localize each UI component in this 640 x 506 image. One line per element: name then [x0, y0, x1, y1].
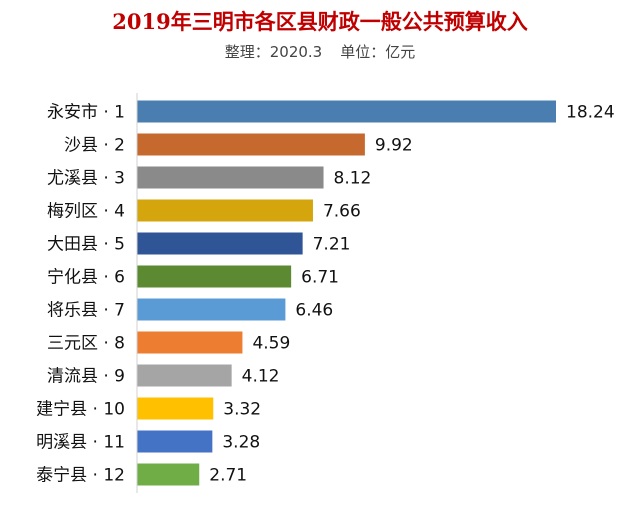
category-label: 沙县 · 2 [64, 136, 125, 156]
value-label: 9.92 [375, 136, 413, 156]
chart-title: 2019年三明市各区县财政一般公共预算收入 [112, 9, 528, 34]
category-label: 尤溪县 · 3 [47, 169, 125, 189]
category-label: 将乐县 · 7 [47, 301, 125, 321]
bar-12 [137, 463, 200, 486]
bar-10 [137, 397, 214, 420]
category-label: 梅列区 · 4 [47, 202, 125, 222]
value-label: 18.24 [566, 103, 615, 123]
subtitle-unit: 单位：亿元 [340, 43, 416, 61]
value-label: 7.21 [313, 235, 351, 255]
subtitle-source: 整理：2020.3 [224, 43, 323, 61]
value-label: 6.46 [295, 301, 333, 321]
bar-5 [137, 232, 303, 255]
category-label: 清流县 · 9 [47, 367, 125, 387]
bar-9 [137, 364, 232, 387]
bars-layer: 永安市 · 1 18.24 沙县 · 2 9.92 尤溪县 · 3 8.12 梅列区 · 4… [36, 100, 615, 486]
value-label: 7.66 [323, 202, 361, 222]
value-label: 3.28 [222, 433, 260, 453]
bar-8 [137, 331, 243, 354]
bar-2 [137, 133, 365, 156]
bar-6 [137, 265, 292, 288]
category-label: 宁化县 · 6 [47, 268, 125, 288]
value-label: 8.12 [334, 169, 372, 189]
category-label: 永安市 · 1 [47, 103, 125, 123]
value-label: 6.71 [301, 268, 339, 288]
category-label: 三元区 · 8 [47, 334, 125, 354]
bar-3 [137, 166, 324, 189]
bar-11 [137, 430, 213, 453]
bar-7 [137, 298, 286, 321]
bar-4 [137, 199, 313, 222]
category-label: 建宁县 · 10 [36, 400, 125, 420]
value-label: 2.71 [209, 466, 247, 486]
category-label: 泰宁县 · 12 [36, 466, 125, 486]
value-label: 3.32 [223, 400, 261, 420]
category-label: 明溪县 · 11 [36, 433, 125, 453]
category-label: 大田县 · 5 [47, 235, 125, 255]
chart-subtitle: 整理：2020.3 单位：亿元 [0, 41, 640, 62]
value-label: 4.12 [242, 367, 280, 387]
bar-1 [137, 100, 556, 123]
value-label: 4.59 [252, 334, 290, 354]
